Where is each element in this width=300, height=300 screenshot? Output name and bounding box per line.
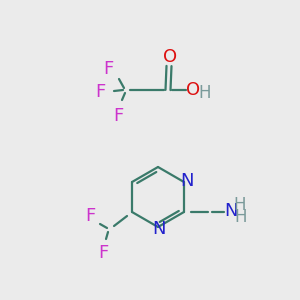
Text: F: F — [85, 207, 95, 225]
Text: N: N — [152, 220, 166, 238]
Text: O: O — [186, 81, 200, 99]
Text: F: F — [95, 83, 105, 101]
Text: N: N — [180, 172, 194, 190]
Text: F: F — [113, 107, 123, 125]
Text: F: F — [98, 244, 108, 262]
Text: H: H — [235, 208, 247, 226]
Text: N: N — [224, 202, 238, 220]
Text: H: H — [234, 196, 246, 214]
Text: H: H — [199, 84, 211, 102]
Text: O: O — [163, 48, 177, 66]
Text: F: F — [103, 60, 113, 78]
